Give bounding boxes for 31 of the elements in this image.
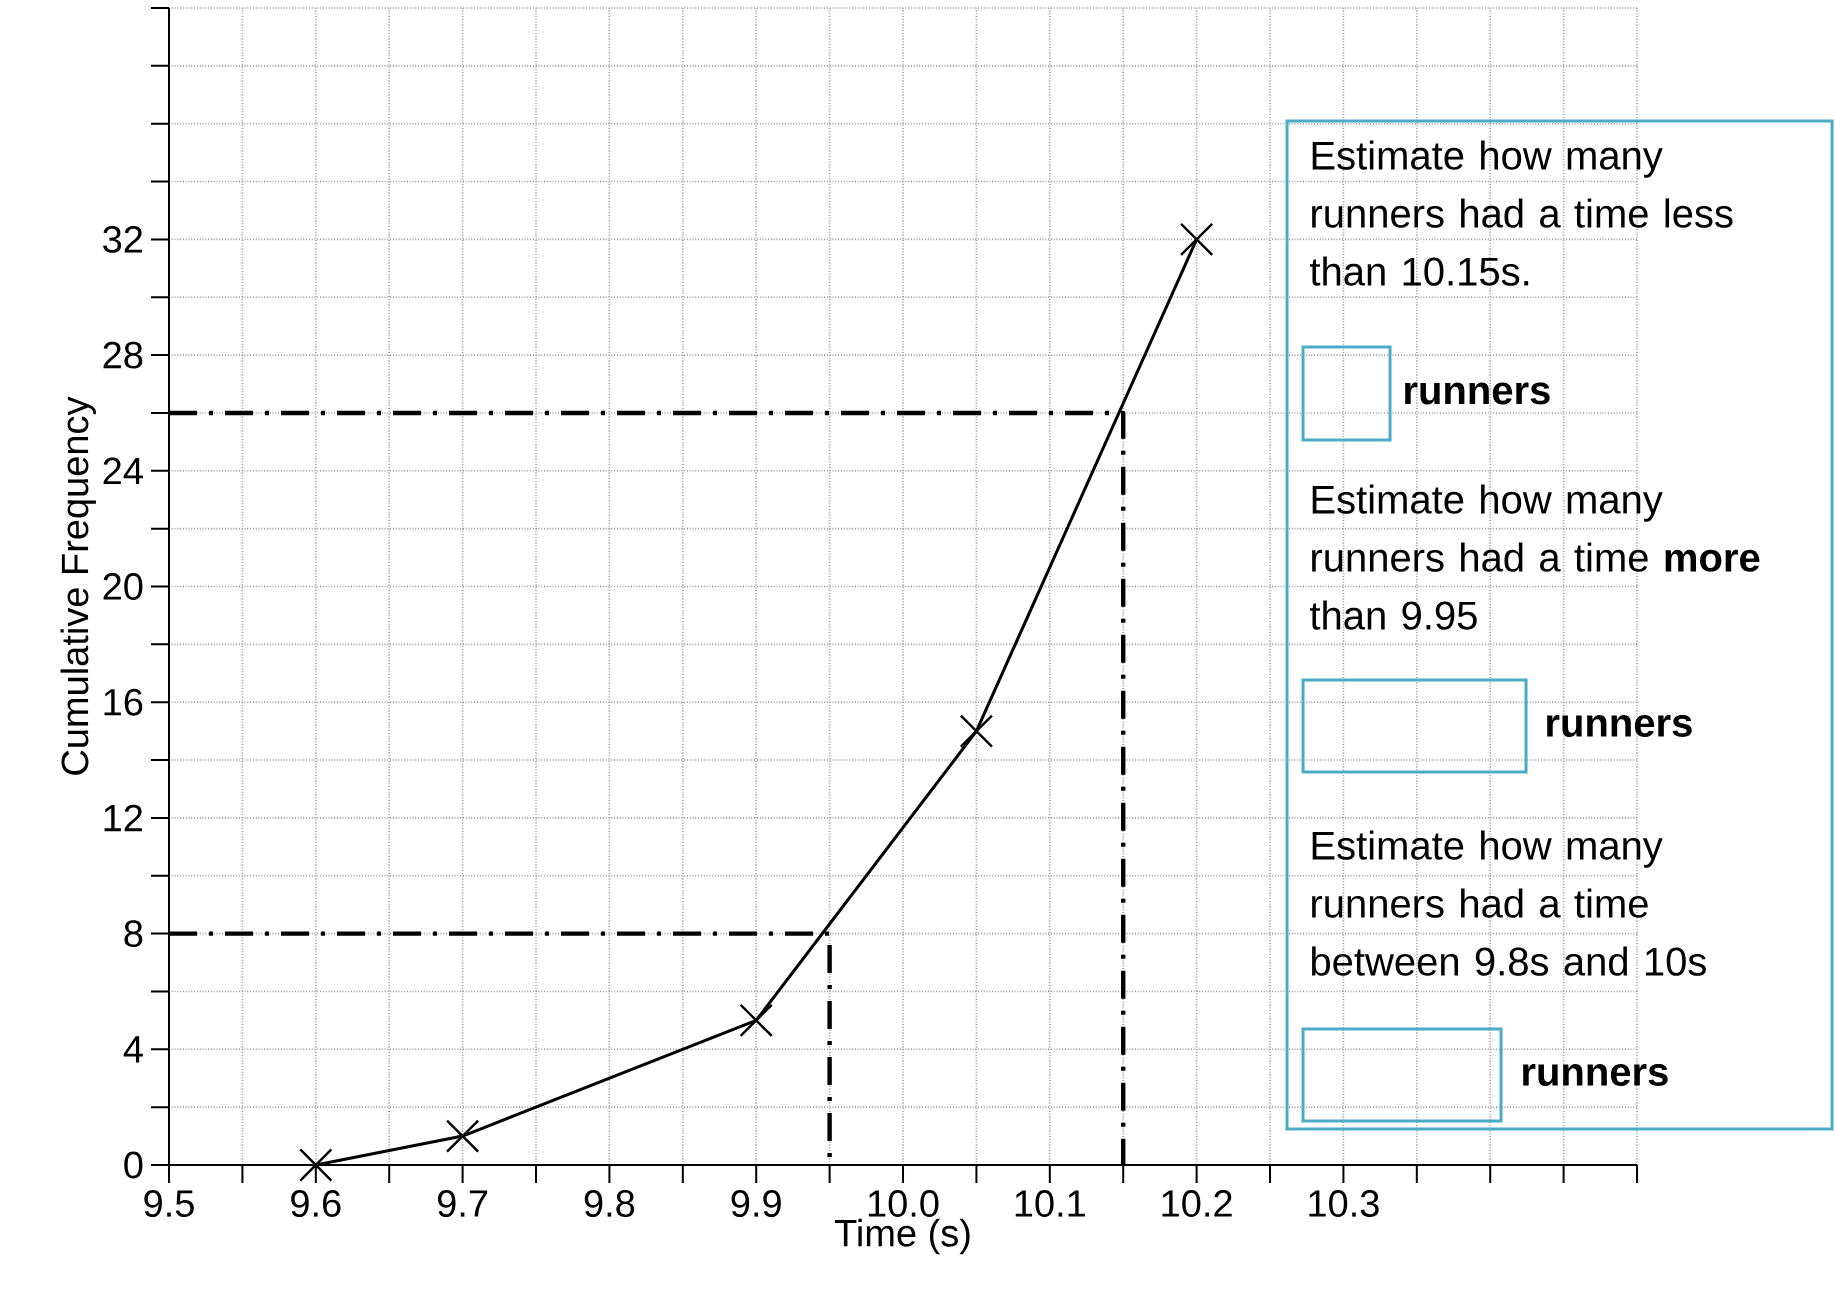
y-tick-label: 24 [103, 457, 143, 485]
y-tick-label: 32 [103, 225, 143, 253]
text: Estimate how many runners had a time more than 9.95 [1310, 484, 1760, 630]
point [1179, 222, 1214, 257]
x-tick-label: 9.6 [291, 1190, 341, 1217]
point [299, 1148, 333, 1182]
y-axis-title: Cumulative Frequency [60, 396, 96, 775]
annotation: Estimate how many runners had a time between 9.8s and 10s [1311, 830, 1706, 976]
annotation: runners [1405, 382, 1550, 405]
y-tick-label: 8 [124, 920, 143, 948]
y-tick-label: 12 [104, 804, 143, 832]
y-tick-label: 28 [103, 341, 143, 369]
y-tick-label: 4 [123, 1036, 143, 1063]
x-tick-label: 10.0 [868, 1190, 939, 1217]
x-tick-label: 10.3 [1309, 1190, 1379, 1217]
point [445, 1119, 480, 1153]
annotation: runners [1523, 1064, 1668, 1086]
y-tick-label: 16 [104, 688, 143, 716]
x-tick-label: 10.2 [1162, 1190, 1232, 1217]
x-tick-label: 9.5 [144, 1190, 194, 1217]
x-tick-label: 9.7 [437, 1190, 488, 1217]
y-tick-label: 0 [124, 1151, 143, 1179]
point [959, 714, 994, 748]
point [739, 1003, 773, 1038]
annotation: Estimate how many runners had a time less than 10.15s. [1310, 140, 1733, 286]
annotation: runners [1547, 715, 1692, 737]
y-tick-label: 20 [103, 573, 143, 600]
x-tick-label: 9.9 [731, 1190, 781, 1217]
x-tick-label: 10.1 [1015, 1190, 1085, 1217]
x-tick-label: 9.8 [584, 1190, 635, 1217]
x-axis-title: Time (s) [834, 1218, 970, 1255]
